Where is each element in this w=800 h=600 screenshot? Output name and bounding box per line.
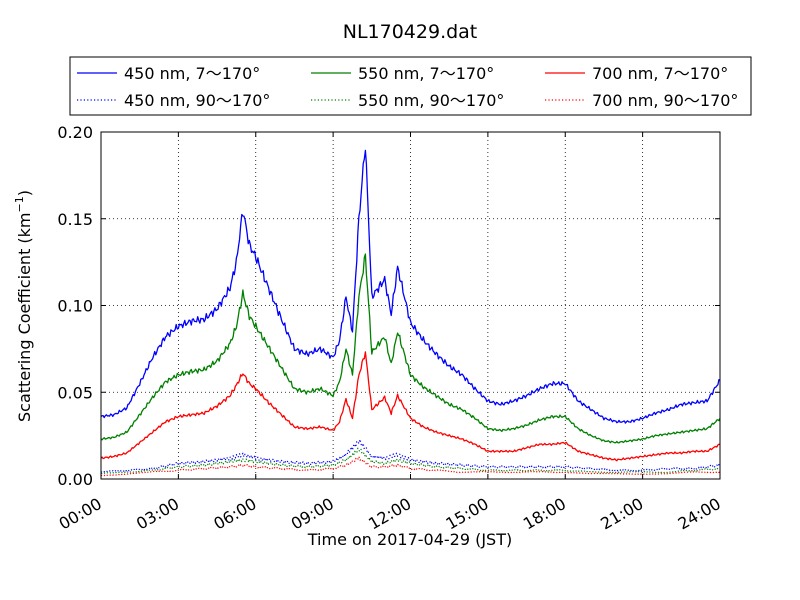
y-tick-label: 0.05 xyxy=(57,383,93,402)
y-tick-label: 0.00 xyxy=(57,470,93,489)
grid-lines xyxy=(101,132,720,479)
series-line xyxy=(100,438,721,474)
y-axis-label-end: ) xyxy=(15,190,34,196)
x-tick-label: 12:00 xyxy=(365,494,414,534)
legend-label: 450 nm, 7～170° xyxy=(124,64,260,83)
series-line xyxy=(100,253,721,444)
series-line xyxy=(100,456,721,477)
legend-frame xyxy=(69,56,752,116)
legend: 450 nm, 7～170° 450 nm, 90～170° 550 nm, 7～1… xyxy=(69,56,752,116)
x-tick-label: 18:00 xyxy=(520,494,569,534)
x-tick-labels: 00:00 03:00 06:00 09:00 12:00 15:00 18:00 21:00… xyxy=(56,494,724,534)
legend-label: 700 nm, 90～170° xyxy=(592,91,738,110)
x-tick-label: 09:00 xyxy=(288,494,337,534)
y-axis-label: Scattering Coefficient (km−1) xyxy=(13,190,34,422)
y-tick-labels: 0.00 0.05 0.10 0.15 0.20 xyxy=(57,123,93,489)
x-tick-label: 15:00 xyxy=(442,494,491,534)
legend-label: 700 nm, 7～170° xyxy=(592,64,728,83)
x-axis-label: Time on 2017-04-29 (JST) xyxy=(307,530,512,549)
series-line xyxy=(100,149,721,424)
legend-label: 550 nm, 90～170° xyxy=(358,91,504,110)
y-tick-label: 0.20 xyxy=(57,123,93,142)
x-tick-label: 21:00 xyxy=(597,494,646,534)
series-layer xyxy=(100,149,721,477)
x-tick-label: 00:00 xyxy=(56,494,105,534)
legend-label: 550 nm, 7～170° xyxy=(358,64,494,83)
chart-title: NL170429.dat xyxy=(343,21,478,43)
y-tick-label: 0.10 xyxy=(57,297,93,316)
legend-label: 450 nm, 90～170° xyxy=(124,91,270,110)
y-tick-label: 0.15 xyxy=(57,210,93,229)
y-axis-label-main: Scattering Coefficient (km xyxy=(15,212,34,422)
series-line xyxy=(100,351,720,462)
x-tick-label: 03:00 xyxy=(133,494,182,534)
y-axis-label-sup: −1 xyxy=(13,196,26,212)
x-tick-label: 24:00 xyxy=(675,494,724,534)
x-tick-label: 06:00 xyxy=(210,494,259,534)
tick-marks xyxy=(100,131,721,480)
